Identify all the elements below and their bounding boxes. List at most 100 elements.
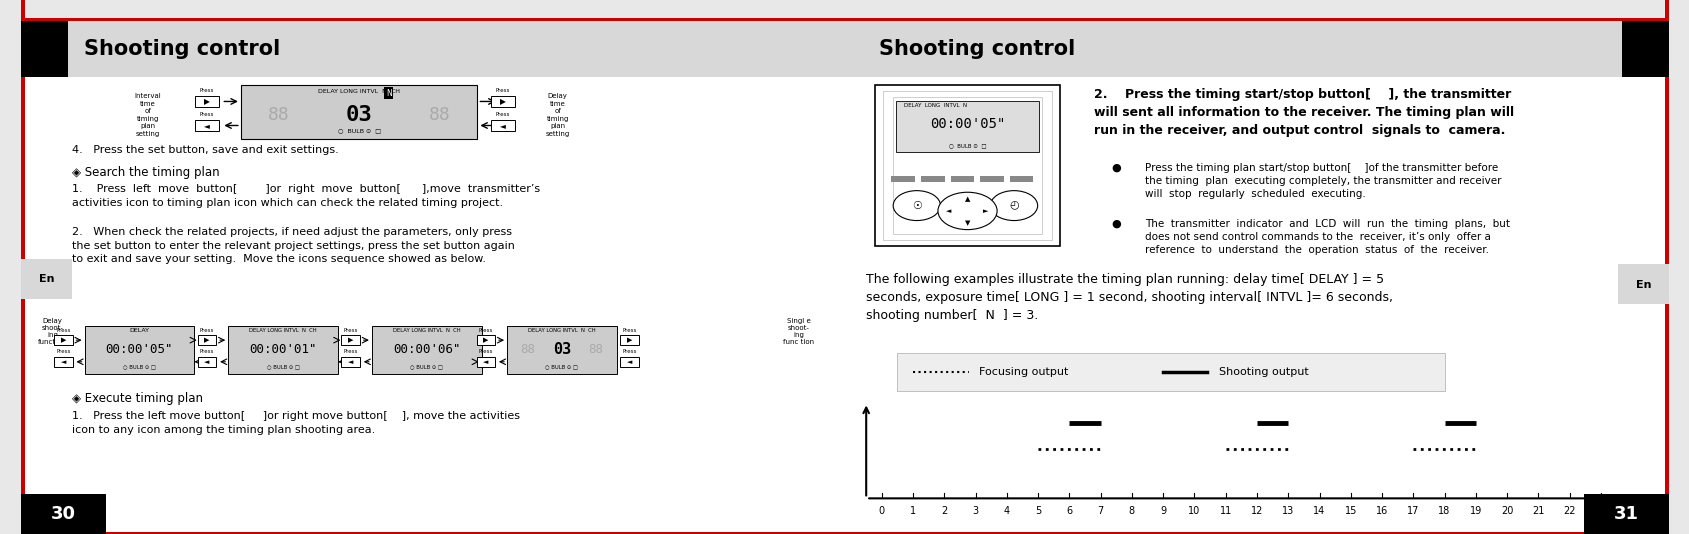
Circle shape bbox=[892, 191, 939, 221]
Text: The  transmitter  indicator  and  LCD  will  run  the  timing  plans,  but
does : The transmitter indicator and LCD will r… bbox=[1145, 219, 1508, 255]
Text: ☉: ☉ bbox=[912, 201, 921, 210]
Text: 9: 9 bbox=[1159, 506, 1165, 516]
Text: DELAY LONG INTVL  N  CH: DELAY LONG INTVL N CH bbox=[527, 328, 596, 333]
Text: 17: 17 bbox=[1407, 506, 1419, 516]
Text: ◄: ◄ bbox=[61, 359, 66, 365]
Bar bbox=[892, 176, 915, 182]
Bar bbox=[1010, 176, 1034, 182]
Text: 00:00'01": 00:00'01" bbox=[250, 343, 316, 356]
Text: 88: 88 bbox=[269, 106, 289, 124]
Text: 15: 15 bbox=[1344, 506, 1356, 516]
Bar bbox=[54, 335, 73, 345]
Bar bbox=[897, 353, 1444, 391]
Text: 16: 16 bbox=[1375, 506, 1387, 516]
Text: 00:00'05": 00:00'05" bbox=[106, 343, 172, 356]
Text: 19: 19 bbox=[1469, 506, 1481, 516]
Text: ►: ► bbox=[983, 208, 988, 214]
Text: Shooting control: Shooting control bbox=[878, 39, 1074, 59]
Text: Press: Press bbox=[56, 328, 71, 333]
Bar bbox=[341, 357, 360, 366]
Text: 00:00'06": 00:00'06" bbox=[394, 343, 459, 356]
Bar bbox=[341, 335, 360, 345]
Bar bbox=[949, 176, 973, 182]
Text: 4: 4 bbox=[1003, 506, 1010, 516]
Text: 6: 6 bbox=[1066, 506, 1073, 516]
Bar bbox=[875, 85, 1061, 246]
Text: Shooting control: Shooting control bbox=[84, 39, 280, 59]
Text: The following examples illustrate the timing plan running: delay time[ DELAY ] =: The following examples illustrate the ti… bbox=[866, 273, 1392, 323]
Text: 1: 1 bbox=[909, 506, 915, 516]
Text: 10: 10 bbox=[1187, 506, 1199, 516]
Text: ●: ● bbox=[1111, 219, 1120, 229]
Text: ◄: ◄ bbox=[946, 208, 951, 214]
Text: DELAY: DELAY bbox=[130, 328, 149, 333]
Text: 18: 18 bbox=[1437, 506, 1449, 516]
Bar bbox=[620, 335, 638, 345]
Bar bbox=[490, 120, 513, 131]
Text: Press: Press bbox=[495, 88, 510, 93]
Text: 1.    Press  left  move  button[        ]or  right  move  button[      ],move  t: 1. Press left move button[ ]or right mov… bbox=[71, 184, 539, 208]
Text: Press: Press bbox=[343, 328, 358, 333]
Text: 2.    Press the timing start/stop button[    ], the transmitter
will sent all in: 2. Press the timing start/stop button[ ]… bbox=[1094, 88, 1513, 137]
Text: ▶: ▶ bbox=[500, 97, 505, 106]
Text: ◄: ◄ bbox=[500, 121, 505, 130]
Text: 88: 88 bbox=[520, 343, 535, 356]
Text: 0: 0 bbox=[878, 506, 885, 516]
Text: ○ BULB ⊙ □: ○ BULB ⊙ □ bbox=[546, 365, 578, 370]
Text: ◄: ◄ bbox=[204, 359, 209, 365]
Text: 12: 12 bbox=[1250, 506, 1262, 516]
Bar bbox=[22, 532, 844, 534]
Bar bbox=[844, 18, 1669, 21]
Text: Press: Press bbox=[199, 112, 215, 117]
Text: 2.   When check the related projects, if need adjust the parameters, only press
: 2. When check the related projects, if n… bbox=[71, 227, 515, 264]
Text: DELAY LONG INTVL  N  CH: DELAY LONG INTVL N CH bbox=[248, 328, 318, 333]
Text: ◈ Search the timing plan: ◈ Search the timing plan bbox=[71, 166, 220, 178]
Bar bbox=[476, 335, 495, 345]
Text: ▶: ▶ bbox=[627, 337, 632, 343]
Text: ▼: ▼ bbox=[964, 219, 969, 226]
Text: ▶: ▶ bbox=[61, 337, 66, 343]
Text: Press: Press bbox=[343, 349, 358, 355]
Text: 20: 20 bbox=[1500, 506, 1512, 516]
Bar bbox=[54, 357, 73, 366]
Text: 5: 5 bbox=[1034, 506, 1040, 516]
Text: DELAY LONG INTVL  N  CH: DELAY LONG INTVL N CH bbox=[392, 328, 461, 333]
Bar bbox=[1618, 264, 1669, 304]
Bar bbox=[22, 21, 844, 77]
Bar bbox=[22, 259, 71, 299]
Text: DELAY LONG INTVL  N  CH: DELAY LONG INTVL N CH bbox=[318, 89, 400, 93]
Text: DELAY  LONG  INTVL  N: DELAY LONG INTVL N bbox=[904, 103, 966, 108]
Text: ◄: ◄ bbox=[483, 359, 488, 365]
Text: 11: 11 bbox=[1219, 506, 1231, 516]
Text: 31: 31 bbox=[1613, 505, 1638, 523]
Text: ◈ Execute timing plan: ◈ Execute timing plan bbox=[71, 392, 203, 405]
Bar bbox=[507, 326, 616, 374]
Bar bbox=[22, 18, 844, 21]
Text: En: En bbox=[1635, 280, 1650, 289]
Bar bbox=[372, 326, 481, 374]
Bar bbox=[476, 357, 495, 366]
Bar bbox=[22, 494, 106, 534]
Text: Press: Press bbox=[495, 112, 510, 117]
Text: N: N bbox=[385, 89, 392, 98]
Text: En: En bbox=[39, 274, 54, 284]
Text: Press: Press bbox=[478, 328, 493, 333]
Text: ▶: ▶ bbox=[483, 337, 488, 343]
Bar bbox=[980, 176, 1003, 182]
Bar bbox=[844, 532, 1669, 534]
Text: 88: 88 bbox=[429, 106, 449, 124]
Text: Press: Press bbox=[199, 88, 215, 93]
Text: Press the timing plan start/stop button[    ]of the transmitter before
the timin: Press the timing plan start/stop button[… bbox=[1145, 163, 1500, 199]
Text: 13: 13 bbox=[1282, 506, 1294, 516]
Text: 14: 14 bbox=[1312, 506, 1324, 516]
Text: Press: Press bbox=[199, 328, 215, 333]
Text: 22: 22 bbox=[1562, 506, 1574, 516]
Text: ◄: ◄ bbox=[627, 359, 632, 365]
Circle shape bbox=[937, 192, 997, 230]
Bar bbox=[1665, 0, 1669, 534]
Text: 2: 2 bbox=[941, 506, 948, 516]
Text: 88: 88 bbox=[588, 343, 603, 356]
Text: ○ BULB ⊙ □: ○ BULB ⊙ □ bbox=[123, 365, 155, 370]
Text: 00:00'05": 00:00'05" bbox=[929, 117, 1005, 131]
Text: ○ BULB ⊙ □: ○ BULB ⊙ □ bbox=[267, 365, 299, 370]
